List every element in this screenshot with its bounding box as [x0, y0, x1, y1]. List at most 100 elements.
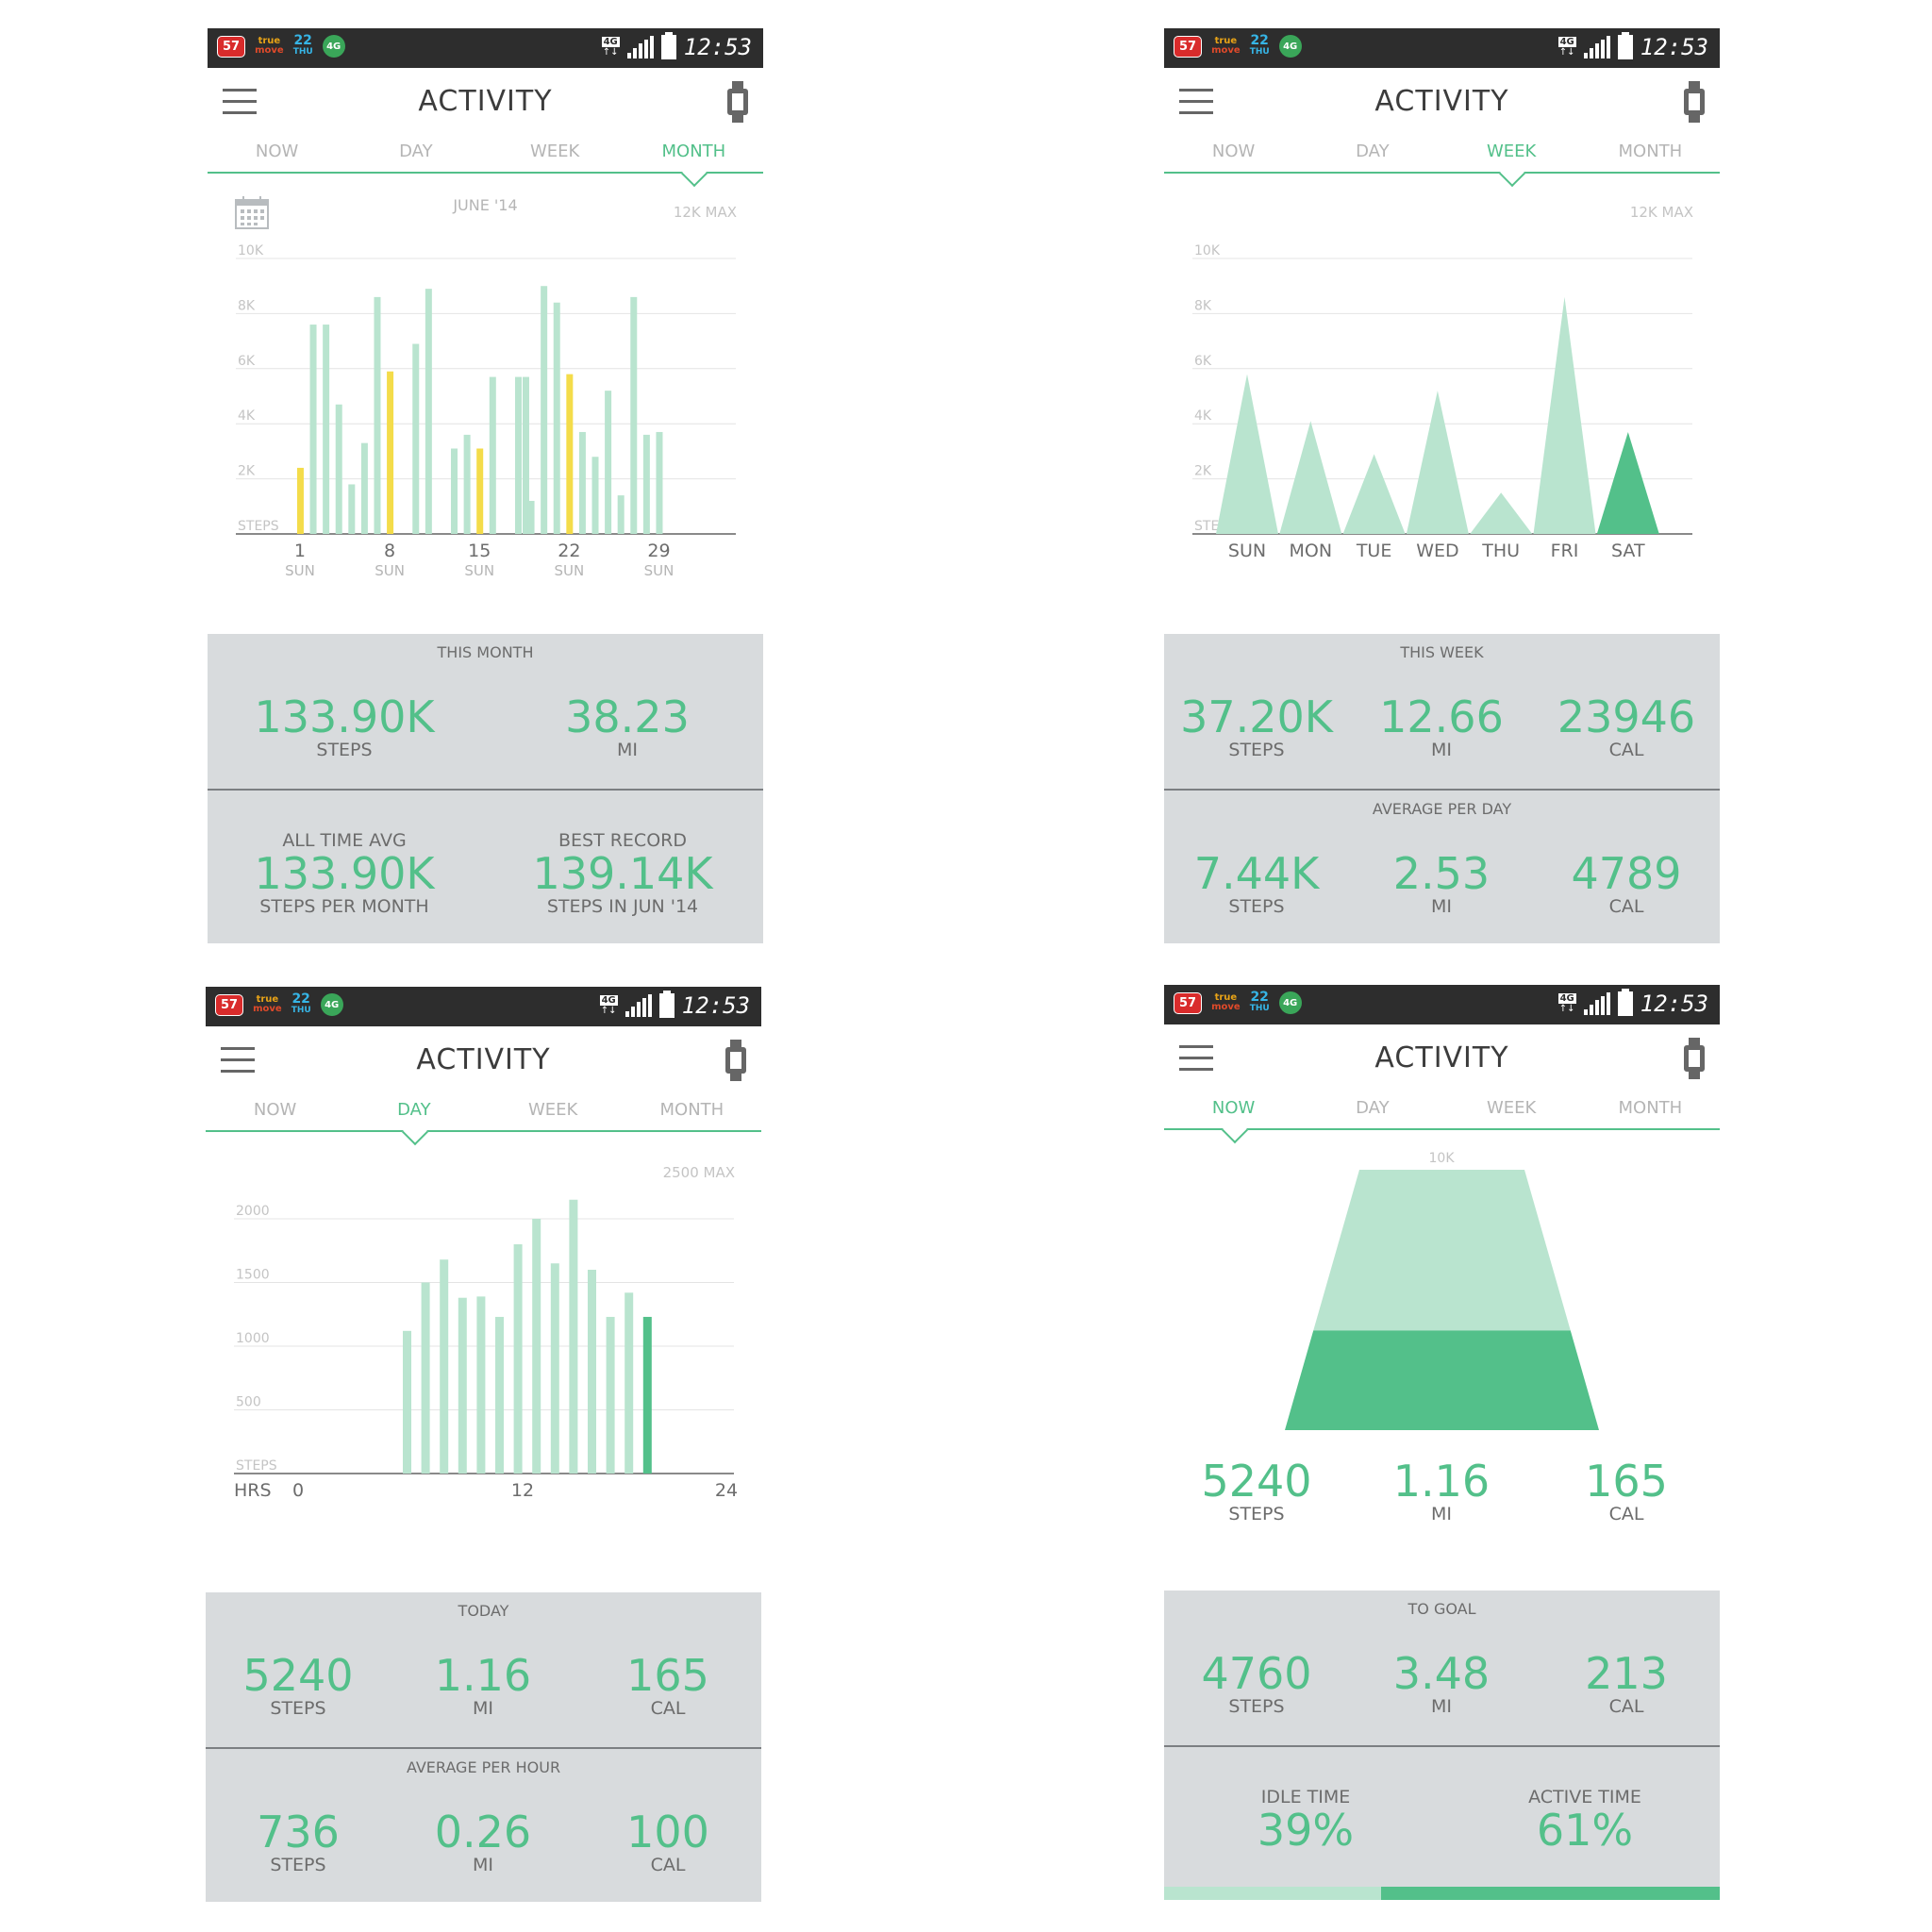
activity-ratio-bar: [1164, 1887, 1720, 1900]
week-chart: 12K MAX 10K 8K 6K 4K 2K STEPS SUN MON TUE WED THU FR…: [1164, 174, 1720, 634]
cal-value: 165: [626, 1650, 709, 1701]
steps-value: 5240: [242, 1650, 354, 1701]
goal-remaining-area: [1313, 1170, 1571, 1331]
calendar-date-icon: 22 THU: [292, 34, 313, 58]
goal-steps-stat: 4760 STEPS: [1164, 1651, 1349, 1717]
mi-value: 1.16: [434, 1650, 532, 1701]
bar: [553, 302, 560, 534]
bar: [642, 434, 650, 534]
bar: [412, 343, 420, 534]
tab-now[interactable]: NOW: [255, 142, 299, 161]
active-time-bar: [1380, 1887, 1720, 1900]
date-num: 22: [1250, 990, 1269, 1005]
bar: [323, 325, 330, 534]
steps-label: STEPS: [1228, 1504, 1285, 1524]
tab-now[interactable]: NOW: [1211, 1098, 1256, 1118]
signal-strength-icon: [1583, 992, 1610, 1015]
avg-mi-value: 2.53: [1392, 848, 1491, 899]
hour-bar: [458, 1297, 467, 1474]
day-chart: 2500 MAX 2000 1500 1000 500 STEPS HRS 0 12 24: [206, 1132, 761, 1592]
calendar-date-icon: 22 THU: [1250, 991, 1270, 1014]
page-title: ACTIVITY: [1374, 85, 1509, 118]
y-tick-label: 10K: [238, 243, 264, 258]
tab-day[interactable]: DAY: [1356, 142, 1390, 161]
tab-week[interactable]: WEEK: [527, 1100, 578, 1120]
tab-week[interactable]: WEEK: [1486, 142, 1537, 161]
month-steps-stat: 133.90K STEPS: [245, 694, 443, 760]
month-summary-panel: THIS MONTH 133.90K STEPS 38.23 MI ALL TI…: [208, 634, 763, 943]
tab-now[interactable]: NOW: [253, 1100, 297, 1120]
tab-now[interactable]: NOW: [1211, 142, 1256, 161]
x-tick-label: 0: [292, 1480, 304, 1501]
bar: [541, 286, 548, 534]
hour-bar: [513, 1244, 523, 1474]
hour-bar: [550, 1263, 559, 1474]
y-tick-label: 10K: [1194, 243, 1221, 258]
notification-badge: 57: [1174, 35, 1203, 58]
tab-day[interactable]: DAY: [399, 142, 433, 161]
y-tick-label: 500: [236, 1395, 261, 1410]
bar: [374, 296, 381, 534]
max-label: 2500 MAX: [663, 1164, 735, 1181]
bar: [335, 404, 342, 534]
network-circle-icon: 4G: [322, 35, 345, 58]
day-peak: [1470, 492, 1533, 534]
avg-mi-label: MI: [1431, 896, 1452, 917]
tab-day[interactable]: DAY: [397, 1100, 431, 1120]
x-tick-label: THU: [1481, 541, 1520, 561]
now-chart: 10K 5240 STEPS 1.16 MI 165 CAL: [1164, 1130, 1720, 1591]
y-tick-label: 2K: [238, 464, 256, 479]
y-tick-label: 4K: [238, 408, 256, 424]
carrier-top: true: [1214, 992, 1238, 1003]
y-tick-label: 6K: [1194, 354, 1212, 369]
hamburger-menu-icon[interactable]: [1179, 89, 1213, 114]
date-day: THU: [292, 47, 313, 57]
x-tick-label: 22: [558, 541, 580, 561]
tab-month[interactable]: MONTH: [661, 142, 726, 161]
tab-month[interactable]: MONTH: [659, 1100, 724, 1120]
hamburger-menu-icon[interactable]: [1179, 1045, 1213, 1071]
hamburger-menu-icon[interactable]: [223, 89, 257, 114]
tab-bar: NOW DAY WEEK MONTH: [208, 136, 763, 188]
hamburger-menu-icon[interactable]: [221, 1047, 255, 1073]
steps-label: STEPS: [270, 1698, 326, 1719]
tab-week[interactable]: WEEK: [529, 142, 580, 161]
calendar-icon[interactable]: [234, 194, 272, 232]
all-time-avg-label: STEPS PER MONTH: [259, 896, 429, 917]
avg-mi-stat: 0.26 MI: [391, 1809, 575, 1875]
steps-label: STEPS: [316, 740, 373, 760]
hour-bar: [440, 1259, 449, 1474]
y-tick-label: 8K: [1194, 298, 1212, 313]
smartwatch-icon[interactable]: [727, 81, 748, 123]
all-time-avg-stat: ALL TIME AVG 133.90K STEPS PER MONTH: [226, 830, 462, 917]
smartwatch-icon[interactable]: [1684, 81, 1705, 123]
goal-steps-value: 4760: [1201, 1648, 1312, 1699]
x-tick-label: FRI: [1551, 541, 1579, 561]
x-tick-label: 12: [511, 1480, 534, 1501]
max-label: 12K MAX: [674, 204, 737, 221]
x-tick-label: WED: [1416, 541, 1458, 561]
bar: [360, 442, 368, 534]
status-bar: 57 true move 22 THU 4G 4G ↑↓ 12:53: [1164, 985, 1720, 1024]
tab-month[interactable]: MONTH: [1618, 142, 1683, 161]
bar: [591, 457, 599, 534]
tab-day[interactable]: DAY: [1356, 1098, 1390, 1118]
carrier-logo: true move: [1211, 37, 1241, 56]
day-peak: [1342, 454, 1406, 534]
carrier-bottom: move: [1211, 45, 1241, 56]
smartwatch-icon[interactable]: [725, 1040, 746, 1081]
smartwatch-icon[interactable]: [1684, 1038, 1705, 1079]
tab-month[interactable]: MONTH: [1618, 1098, 1683, 1118]
network-circle-icon: 4G: [1278, 35, 1302, 58]
tab-week[interactable]: WEEK: [1486, 1098, 1537, 1118]
carrier-top: true: [1214, 36, 1238, 46]
hour-bar: [532, 1219, 541, 1474]
date-day: THU: [291, 1006, 311, 1015]
battery-icon: [1617, 989, 1633, 1016]
mi-value: 12.66: [1379, 691, 1504, 742]
bar: [566, 374, 574, 534]
bar: [489, 376, 496, 534]
panel-subheading: AVERAGE PER HOUR: [406, 1758, 561, 1776]
carrier-top: true: [258, 36, 281, 46]
month-screen: 57 true move 22 THU 4G 4G ↑↓ 12:53 ACTIVITY NOW D…: [208, 28, 763, 943]
